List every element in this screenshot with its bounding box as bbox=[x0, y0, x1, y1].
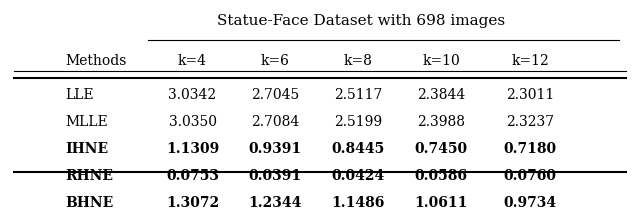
Text: Methods: Methods bbox=[65, 54, 127, 68]
Text: 0.9734: 0.9734 bbox=[504, 196, 557, 210]
Text: Statue-Face Dataset with 698 images: Statue-Face Dataset with 698 images bbox=[218, 14, 506, 28]
Text: k=4: k=4 bbox=[178, 54, 207, 68]
Text: 1.1486: 1.1486 bbox=[332, 196, 385, 210]
Text: 2.3011: 2.3011 bbox=[506, 88, 554, 102]
Text: 0.0586: 0.0586 bbox=[415, 169, 468, 183]
Text: 3.0342: 3.0342 bbox=[168, 88, 216, 102]
Text: 0.9391: 0.9391 bbox=[249, 142, 302, 156]
Text: 0.0424: 0.0424 bbox=[332, 169, 385, 183]
Text: k=12: k=12 bbox=[511, 54, 549, 68]
Text: 2.5117: 2.5117 bbox=[334, 88, 383, 102]
Text: 2.7045: 2.7045 bbox=[252, 88, 300, 102]
Text: MLLE: MLLE bbox=[65, 115, 108, 129]
Text: 2.3237: 2.3237 bbox=[506, 115, 554, 129]
Text: 1.2344: 1.2344 bbox=[249, 196, 302, 210]
Text: 2.7084: 2.7084 bbox=[252, 115, 300, 129]
Text: 0.8445: 0.8445 bbox=[332, 142, 385, 156]
Text: 2.3988: 2.3988 bbox=[417, 115, 465, 129]
Text: 2.5199: 2.5199 bbox=[334, 115, 382, 129]
Text: 0.7180: 0.7180 bbox=[504, 142, 557, 156]
Text: 2.3844: 2.3844 bbox=[417, 88, 465, 102]
Text: k=8: k=8 bbox=[344, 54, 372, 68]
Text: 0.7450: 0.7450 bbox=[415, 142, 468, 156]
Text: LLE: LLE bbox=[65, 88, 93, 102]
Text: k=6: k=6 bbox=[261, 54, 290, 68]
Text: IHNE: IHNE bbox=[65, 142, 108, 156]
Text: 0.0760: 0.0760 bbox=[504, 169, 557, 183]
Text: 3.0350: 3.0350 bbox=[168, 115, 216, 129]
Text: 0.0391: 0.0391 bbox=[249, 169, 302, 183]
Text: BHNE: BHNE bbox=[65, 196, 113, 210]
Text: 1.1309: 1.1309 bbox=[166, 142, 219, 156]
Text: 1.3072: 1.3072 bbox=[166, 196, 219, 210]
Text: 1.0611: 1.0611 bbox=[414, 196, 468, 210]
Text: RHNE: RHNE bbox=[65, 169, 113, 183]
Text: k=10: k=10 bbox=[422, 54, 460, 68]
Text: 0.0753: 0.0753 bbox=[166, 169, 219, 183]
